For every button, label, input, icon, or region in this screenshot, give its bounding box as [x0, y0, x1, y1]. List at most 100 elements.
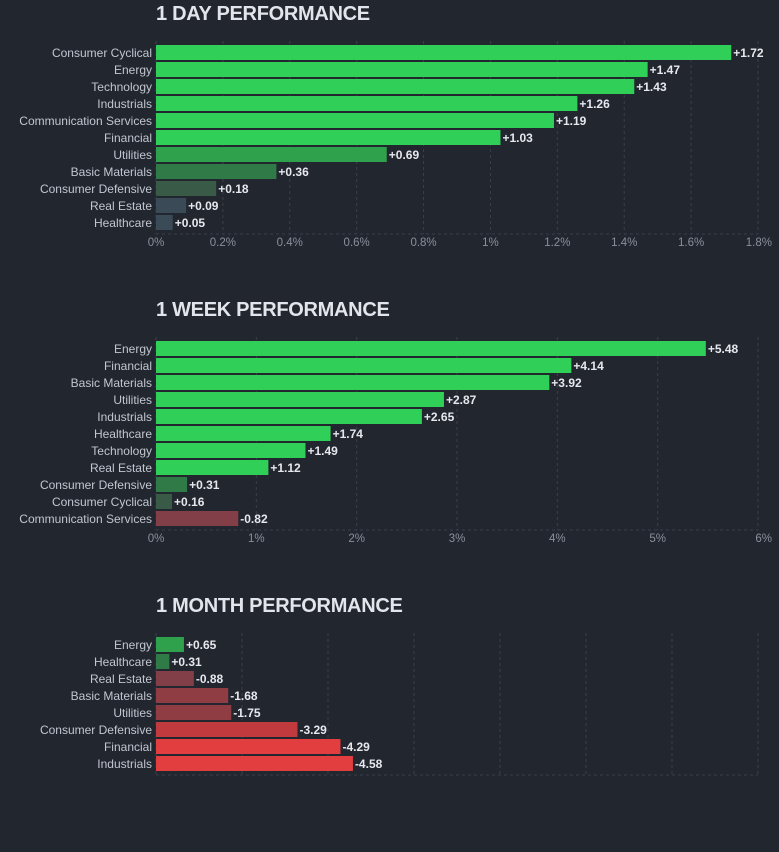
- value-label: +0.18: [218, 182, 249, 196]
- bar[interactable]: [156, 181, 217, 196]
- x-tick-label: 1.6%: [678, 237, 704, 249]
- value-label: +5.48: [708, 342, 739, 356]
- category-label: Healthcare: [94, 427, 152, 441]
- value-label: +1.72: [733, 46, 764, 60]
- x-tick-label: 1.4%: [611, 237, 637, 249]
- bar[interactable]: [156, 511, 239, 526]
- bar[interactable]: [156, 45, 732, 60]
- chart-title-1-week: 1 WEEK PERFORMANCE: [156, 299, 390, 321]
- x-tick-label: 0.8%: [410, 237, 436, 249]
- bar[interactable]: [156, 705, 232, 720]
- value-label: +2.65: [424, 410, 455, 424]
- bar[interactable]: [156, 147, 387, 162]
- value-label: +0.05: [175, 216, 206, 230]
- category-label: Utilities: [113, 706, 152, 720]
- value-label: +0.36: [278, 165, 309, 179]
- category-label: Financial: [104, 131, 152, 145]
- category-label: Basic Materials: [71, 376, 152, 390]
- bar[interactable]: [156, 341, 706, 356]
- bar[interactable]: [156, 443, 306, 458]
- bar[interactable]: [156, 477, 188, 492]
- x-tick-label: 5%: [649, 533, 666, 545]
- category-label: Financial: [104, 359, 152, 373]
- x-tick-label: 4%: [549, 533, 566, 545]
- value-label: +3.92: [551, 376, 582, 390]
- category-label: Utilities: [113, 393, 152, 407]
- sector-performance-dashboard: 1 DAY PERFORMANCE 0% 0.2% 0.4% 0.6% 0.8% 1% 1.…: [19, 3, 772, 776]
- x-tick-label: 6%: [755, 533, 772, 545]
- value-label: +1.74: [333, 427, 364, 441]
- x-tick-label: 0.6%: [344, 237, 370, 249]
- category-label: Industrials: [97, 97, 152, 111]
- bar[interactable]: [156, 130, 501, 145]
- category-label: Communication Services: [19, 114, 152, 128]
- value-label: +2.87: [446, 393, 477, 407]
- category-label: Real Estate: [90, 199, 152, 213]
- value-label: -0.82: [240, 512, 268, 526]
- value-label: +1.47: [650, 63, 681, 77]
- bar[interactable]: [156, 79, 635, 94]
- value-label: -4.29: [342, 740, 370, 754]
- value-label: +1.19: [556, 114, 587, 128]
- category-label: Basic Materials: [71, 689, 152, 703]
- chart-1-month: Energy +0.65 Healthcare +0.31 Real Estate -0.…: [40, 633, 759, 776]
- x-tick-label: 2%: [348, 533, 365, 545]
- value-label: -3.29: [299, 723, 327, 737]
- x-tick-label: 1.8%: [746, 237, 772, 249]
- bar[interactable]: [156, 722, 298, 737]
- bar[interactable]: [156, 164, 277, 179]
- x-tick-label: 1%: [248, 533, 265, 545]
- bar[interactable]: [156, 113, 554, 128]
- category-label: Technology: [91, 444, 152, 458]
- chart-1-week: 0% 1% 2% 3% 4% 5% 6% Energy +5.48 Financial +4.14 B…: [19, 337, 772, 545]
- x-tick-label: 0%: [148, 237, 165, 249]
- bar[interactable]: [156, 637, 184, 652]
- category-label: Consumer Defensive: [40, 723, 152, 737]
- bar[interactable]: [156, 198, 187, 213]
- bar[interactable]: [156, 494, 173, 509]
- bar[interactable]: [156, 460, 269, 475]
- value-label: +0.65: [186, 638, 217, 652]
- bar[interactable]: [156, 96, 578, 111]
- bar[interactable]: [156, 739, 341, 754]
- bar[interactable]: [156, 654, 170, 669]
- bar[interactable]: [156, 688, 229, 703]
- value-label: +0.31: [171, 655, 202, 669]
- bar[interactable]: [156, 358, 572, 373]
- category-label: Consumer Cyclical: [52, 46, 152, 60]
- value-label: +1.49: [307, 444, 338, 458]
- bar[interactable]: [156, 392, 444, 407]
- bar[interactable]: [156, 375, 550, 390]
- value-label: +0.16: [174, 495, 205, 509]
- category-label: Financial: [104, 740, 152, 754]
- category-label: Real Estate: [90, 461, 152, 475]
- category-label: Communication Services: [19, 512, 152, 526]
- bar[interactable]: [156, 671, 194, 686]
- category-label: Consumer Defensive: [40, 182, 152, 196]
- category-label: Real Estate: [90, 672, 152, 686]
- category-label: Energy: [114, 638, 152, 652]
- value-label: +4.14: [573, 359, 604, 373]
- x-tick-label: 0.4%: [277, 237, 303, 249]
- category-label: Energy: [114, 342, 152, 356]
- value-label: +0.69: [389, 148, 420, 162]
- category-label: Healthcare: [94, 216, 152, 230]
- x-tick-label: 0%: [148, 533, 165, 545]
- x-tick-label: 1%: [482, 237, 499, 249]
- bar[interactable]: [156, 756, 353, 771]
- value-label: +0.09: [188, 199, 219, 213]
- bar[interactable]: [156, 409, 422, 424]
- category-label: Utilities: [113, 148, 152, 162]
- bar[interactable]: [156, 215, 173, 230]
- value-label: +0.31: [189, 478, 220, 492]
- value-label: -1.75: [233, 706, 261, 720]
- category-label: Industrials: [97, 410, 152, 424]
- value-label: +1.12: [270, 461, 301, 475]
- category-label: Healthcare: [94, 655, 152, 669]
- chart-1-day: 0% 0.2% 0.4% 0.6% 0.8% 1% 1.2% 1.4% 1.6% 1.8% Cons…: [19, 41, 772, 249]
- category-label: Industrials: [97, 757, 152, 771]
- bar[interactable]: [156, 426, 331, 441]
- chart-title-1-month: 1 MONTH PERFORMANCE: [156, 595, 403, 617]
- chart-title-1-day: 1 DAY PERFORMANCE: [156, 3, 370, 25]
- bar[interactable]: [156, 62, 648, 77]
